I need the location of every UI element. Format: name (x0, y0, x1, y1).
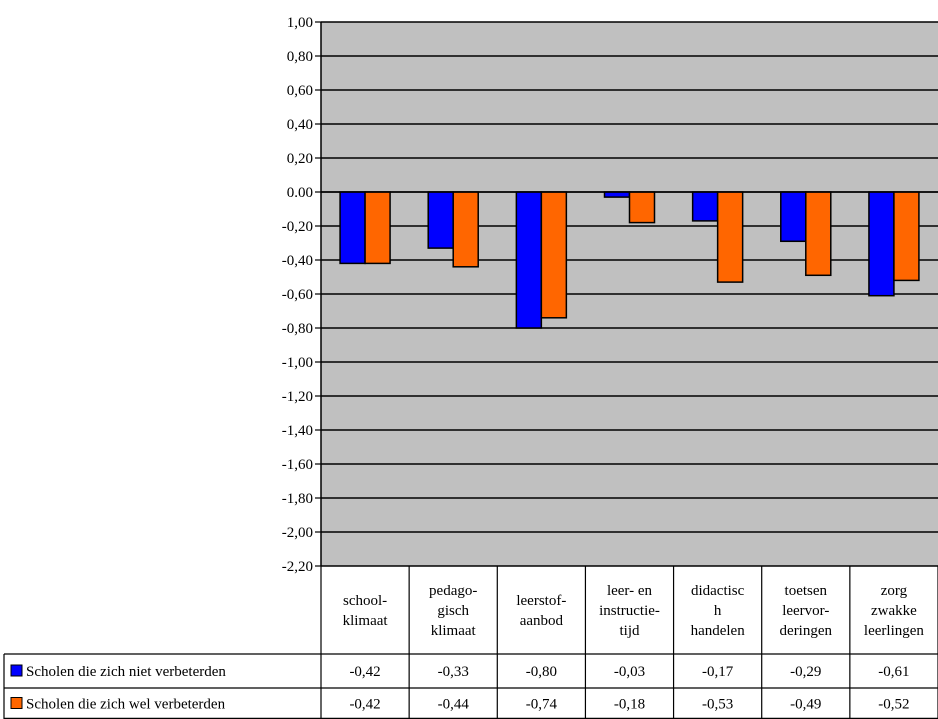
category-label-0: school-klimaat (343, 593, 389, 629)
y-tick-label: -0,60 (282, 287, 313, 303)
y-tick-label: -1,00 (282, 355, 313, 371)
bar-wel-1 (452, 191, 479, 268)
data-label-0-5: -0,29 (790, 664, 821, 680)
y-tick-label: 0,40 (287, 117, 313, 133)
bar-niet-2 (515, 191, 543, 329)
y-tick-label: 0,20 (287, 151, 313, 167)
bar-niet-6 (868, 191, 895, 297)
y-tick-label: -1,60 (282, 457, 313, 473)
data-label-1-0: -0,42 (349, 697, 380, 713)
bar-wel-0 (364, 191, 391, 265)
category-label-3: leer- en instructie-tijd (599, 583, 660, 639)
data-label-1-6: -0,52 (878, 697, 909, 713)
data-label-1-3: -0,18 (614, 697, 645, 713)
data-label-0-2: -0,80 (526, 664, 557, 680)
data-label-0-1: -0,33 (438, 664, 469, 680)
bar-wel-5 (805, 191, 832, 277)
y-tick-label: -1,40 (282, 423, 313, 439)
data-label-0-6: -0,61 (878, 664, 909, 680)
legend-label-0: Scholen die zich niet verbeterden (26, 664, 226, 680)
category-label-1: pedago-gisch klimaat (429, 583, 477, 639)
bar-niet-0 (339, 191, 366, 265)
y-tick-label: -2,20 (282, 559, 313, 575)
category-label-4: didactisc h handelen (691, 583, 746, 639)
category-label-5: toetsen leervor-deringen (780, 583, 833, 639)
category-label-6: zorg zwakke leerlingen (864, 583, 924, 639)
bar-wel-2 (540, 191, 568, 319)
bar-wel-6 (893, 191, 920, 282)
y-tick-label: -2,00 (282, 525, 313, 541)
y-tick-label: -0,20 (282, 219, 313, 235)
y-tick-label: -0,40 (282, 253, 313, 269)
bar-niet-1 (427, 191, 454, 249)
legend-swatch-1 (10, 697, 23, 709)
data-label-1-5: -0,49 (790, 697, 821, 713)
y-tick-label: 1,00 (287, 15, 313, 31)
data-label-1-2: -0,74 (526, 697, 558, 713)
y-tick-label: -0,80 (282, 321, 313, 337)
legend-label-1: Scholen die zich wel verbeterden (26, 697, 226, 713)
data-label-1-4: -0,53 (702, 697, 733, 713)
bar-niet-5 (780, 191, 807, 243)
y-tick-label: -1,80 (282, 491, 313, 507)
legend-swatch-0 (10, 664, 23, 677)
bar-niet-4 (691, 191, 719, 222)
data-label-0-3: -0,03 (614, 664, 645, 680)
bar-wel-4 (716, 191, 744, 283)
y-tick-label: -1,20 (282, 389, 313, 405)
category-label-2: leerstof-aanbod (516, 593, 566, 629)
data-label-0-4: -0,17 (702, 664, 734, 680)
data-label-1-1: -0,44 (438, 697, 470, 713)
bar-wel-3 (628, 191, 656, 224)
y-tick-label: 0,80 (287, 49, 313, 65)
data-label-0-0: -0,42 (349, 664, 380, 680)
y-tick-label: 0.00 (287, 185, 313, 201)
y-tick-label: 0,60 (287, 83, 313, 99)
